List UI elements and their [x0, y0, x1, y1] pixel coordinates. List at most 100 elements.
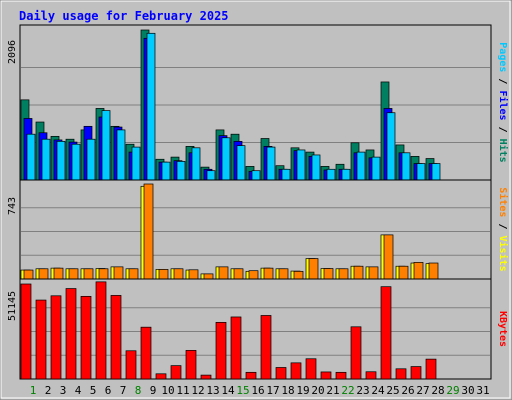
bar-pages-day-2 — [41, 138, 51, 181]
bar-pages-day-9 — [146, 32, 156, 181]
bar-kbytes-day-14 — [215, 321, 227, 380]
panel-pages-files-hits: 2096 Pages / Files / Hits — [7, 24, 509, 181]
bar-sites-day-27 — [413, 262, 424, 280]
panel-max-label: 2096 — [7, 40, 18, 64]
day-label-2: 2 — [45, 384, 52, 397]
day-label-25: 25 — [386, 384, 399, 397]
bar-kbytes-day-17 — [260, 315, 272, 380]
series-label-part: Sites — [497, 187, 509, 217]
panel-kbytes: 51145 KBytes — [7, 278, 508, 380]
bar-pages-day-5 — [86, 138, 96, 181]
day-label-30: 30 — [461, 384, 474, 397]
bar-kbytes-day-1 — [20, 283, 32, 380]
day-label-26: 26 — [401, 384, 414, 397]
series-label-part: Files — [497, 90, 509, 120]
bar-sites-day-15 — [233, 268, 244, 280]
bar-kbytes-day-15 — [230, 316, 242, 380]
day-label-12: 12 — [191, 384, 204, 397]
series-label-part: Pages — [497, 42, 508, 72]
bar-pages-day-26 — [401, 152, 411, 181]
day-label-6: 6 — [105, 384, 112, 397]
bar-sites-day-21 — [323, 268, 334, 280]
bar-sites-day-1 — [23, 269, 34, 280]
day-label-3: 3 — [60, 384, 67, 397]
bar-kbytes-day-27 — [410, 366, 422, 380]
bar-pages-day-10 — [161, 161, 171, 181]
panel-max-label: 51145 — [7, 291, 18, 321]
bar-pages-day-3 — [56, 141, 66, 181]
bar-sites-day-17 — [263, 267, 274, 280]
panel-max-label: 743 — [7, 197, 18, 215]
bar-kbytes-day-6 — [95, 281, 107, 380]
day-label-8: 8 — [135, 384, 142, 397]
bar-sites-day-14 — [218, 266, 229, 280]
bar-sites-day-5 — [83, 268, 94, 280]
bar-sites-day-24 — [368, 266, 379, 280]
bar-kbytes-day-19 — [290, 362, 302, 380]
day-label-22: 22 — [341, 384, 354, 397]
bar-pages-day-22 — [341, 168, 351, 181]
bar-pages-day-12 — [191, 147, 201, 181]
bar-sites-day-18 — [278, 268, 289, 280]
bar-pages-day-18 — [281, 168, 291, 181]
bar-pages-day-28 — [431, 163, 441, 181]
bar-kbytes-day-4 — [65, 288, 77, 380]
bar-kbytes-day-11 — [170, 365, 182, 380]
bar-sites-day-2 — [38, 268, 49, 280]
bar-pages-day-25 — [386, 112, 396, 181]
bar-sites-day-26 — [398, 265, 409, 280]
day-label-14: 14 — [221, 384, 235, 397]
bar-sites-day-22 — [338, 268, 349, 280]
day-label-19: 19 — [296, 384, 309, 397]
bar-pages-day-24 — [371, 156, 381, 181]
bar-pages-day-13 — [206, 170, 216, 181]
series-label-part: Hits — [497, 139, 509, 163]
series-label-part: Visits — [497, 236, 509, 272]
day-label-23: 23 — [356, 384, 369, 397]
bar-kbytes-day-9 — [140, 326, 152, 380]
bar-pages-day-21 — [326, 168, 336, 181]
series-label-part: / — [497, 121, 508, 139]
day-label-7: 7 — [120, 384, 127, 397]
bar-sites-day-7 — [113, 266, 124, 280]
bar-kbytes-day-3 — [50, 295, 62, 380]
bar-sites-day-6 — [98, 268, 109, 280]
bar-sites-day-11 — [173, 268, 184, 280]
series-label-part: / — [497, 217, 508, 235]
bar-kbytes-day-13 — [200, 374, 212, 380]
series-label-part: / — [497, 72, 508, 90]
day-label-15: 15 — [236, 384, 249, 397]
bar-kbytes-day-25 — [380, 286, 392, 380]
bar-kbytes-day-24 — [365, 371, 377, 380]
bar-pages-day-27 — [416, 163, 426, 181]
panel-visits-sites: 743 Sites / Visits — [7, 179, 509, 280]
bar-pages-day-20 — [311, 154, 321, 181]
bar-pages-day-4 — [71, 143, 81, 181]
bar-sites-day-9 — [143, 183, 154, 280]
bar-kbytes-day-22 — [335, 371, 347, 380]
day-label-1: 1 — [30, 384, 37, 397]
day-labels: 1 2 3 4 5 6 7 8 9 10 11 12 13 14 15 16 17 18 19 20 21 22 23 24 2… — [30, 384, 490, 397]
day-label-21: 21 — [326, 384, 339, 397]
bar-pages-day-15 — [236, 145, 246, 181]
bar-sites-day-12 — [188, 269, 199, 280]
bar-pages-day-14 — [221, 137, 231, 181]
bar-sites-day-23 — [353, 265, 364, 280]
day-label-11: 11 — [176, 384, 189, 397]
day-label-5: 5 — [90, 384, 97, 397]
bar-kbytes-day-10 — [155, 373, 167, 380]
bar-pages-day-1 — [26, 133, 36, 181]
panel-series-label: Sites / Visits — [497, 187, 509, 271]
bar-sites-day-4 — [68, 268, 79, 280]
day-label-31: 31 — [476, 384, 489, 397]
bar-pages-day-19 — [296, 149, 306, 181]
day-label-27: 27 — [416, 384, 429, 397]
bar-sites-day-3 — [53, 267, 64, 280]
bar-pages-day-6 — [101, 110, 111, 181]
bar-sites-day-8 — [128, 268, 139, 280]
bar-sites-day-20 — [308, 258, 319, 280]
bar-kbytes-day-21 — [320, 371, 332, 380]
bar-kbytes-day-8 — [125, 350, 137, 380]
